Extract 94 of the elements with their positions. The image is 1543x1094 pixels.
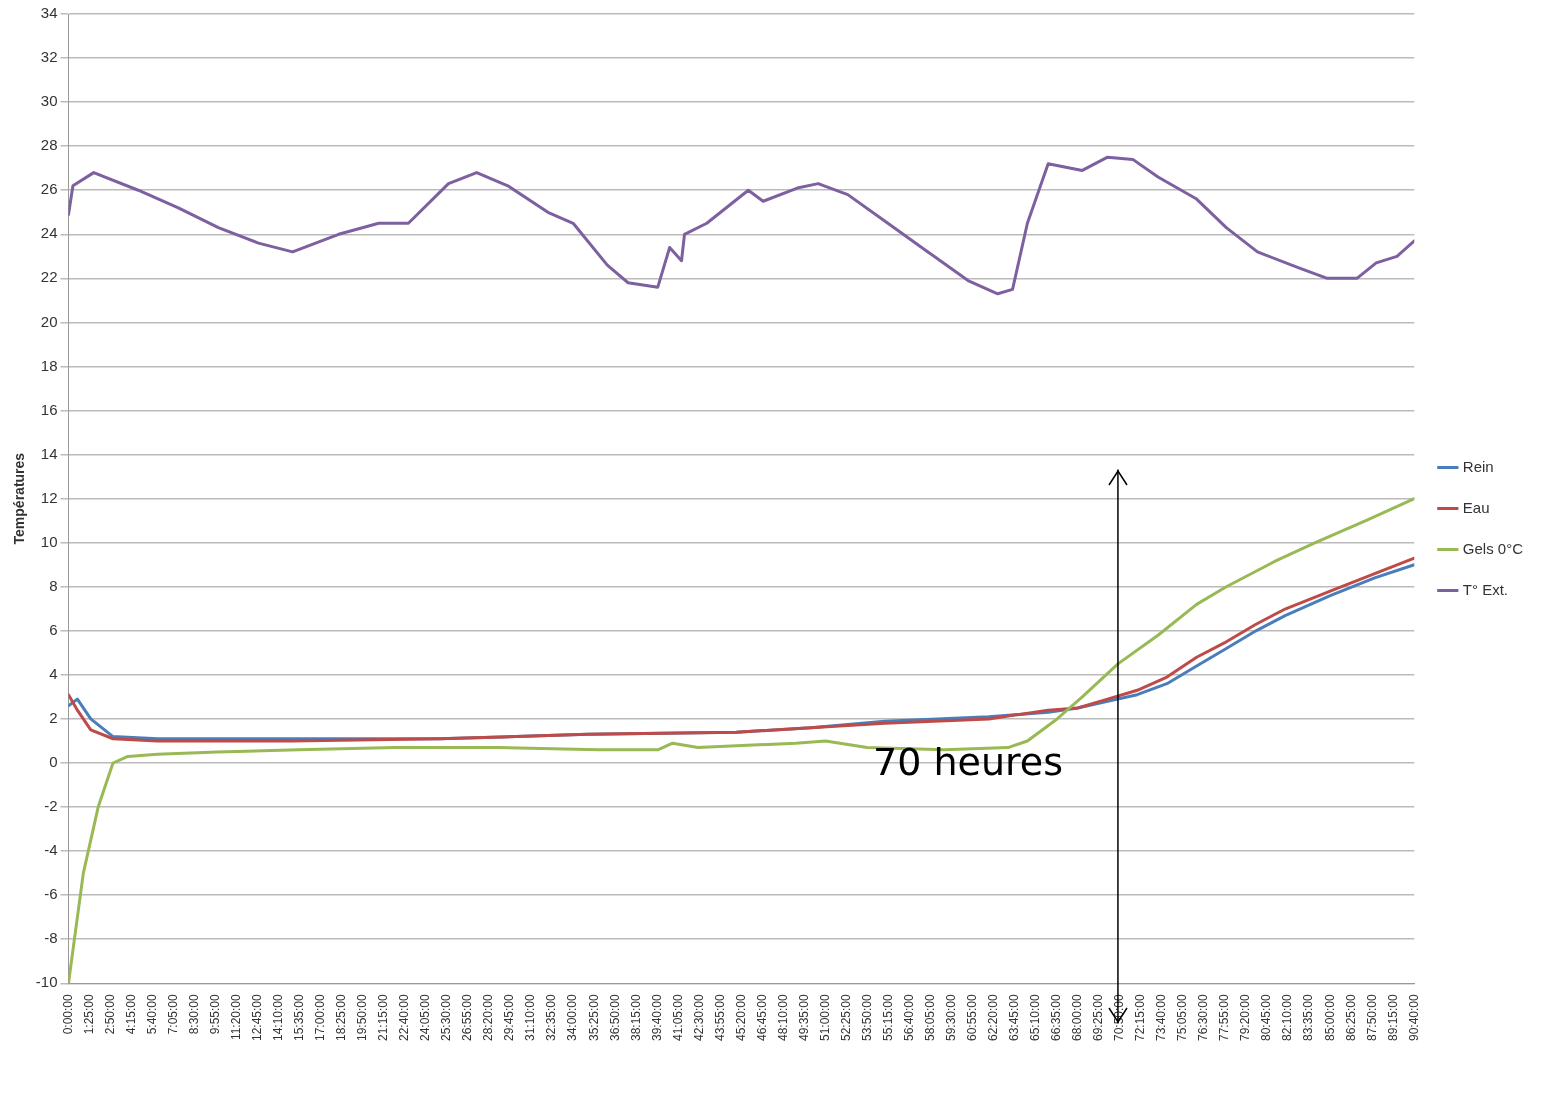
y-tick-label: 22 [40,268,58,286]
x-tick-label: 59:30:00 [944,993,958,1042]
x-tick-label: 36:50:00 [607,993,622,1042]
y-tick-label: 18 [40,356,58,374]
x-tick-label: 82:10:00 [1280,993,1295,1042]
x-tick-label: 45:20:00 [733,993,748,1042]
x-tick-label: 21:15:00 [376,993,391,1042]
x-tick-label: 89:15:00 [1385,993,1400,1042]
y-tick-label: -4 [44,841,58,859]
x-tick-label: 25:30:00 [439,993,454,1042]
x-tick-label: 62:20:00 [986,993,1001,1042]
y-tick-label: 34 [40,4,58,22]
y-tick-label: 8 [49,576,58,594]
y-tick-label: 32 [40,48,58,66]
x-tick-label: 70:50:00 [1112,993,1127,1042]
x-tick-label: 34:00:00 [565,993,580,1042]
x-tick-label: 80:45:00 [1259,993,1274,1042]
x-tick-label: 73:40:00 [1154,993,1169,1042]
ref-line-label: 70 heures [872,740,1063,785]
x-tick-label: 19:50:00 [355,993,370,1042]
x-tick-label: 38:15:00 [628,993,643,1042]
x-tick-label: 35:25:00 [586,993,601,1042]
x-tick-label: 28:20:00 [481,993,496,1042]
x-tick-label: 2:50:00 [102,993,117,1035]
x-tick-label: 0:00:00 [60,993,75,1035]
legend-label: Rein [1462,457,1494,475]
x-tick-label: 56:40:00 [901,993,916,1042]
y-tick-label: -10 [35,973,58,991]
x-tick-label: 7:05:00 [165,993,180,1035]
y-tick-label: 2 [49,709,58,727]
x-tick-label: 46:45:00 [754,993,769,1042]
x-tick-label: 60:55:00 [965,993,980,1042]
x-tick-label: 63:45:00 [1007,993,1022,1042]
x-tick-label: 65:10:00 [1028,993,1043,1042]
x-tick-label: 15:35:00 [292,993,307,1042]
x-tick-label: 5:40:00 [144,993,159,1035]
x-tick-label: 24:05:00 [418,993,433,1042]
x-tick-label: 87:50:00 [1364,993,1379,1042]
x-tick-label: 77:55:00 [1217,993,1232,1042]
y-axis-title: Températures [11,452,28,545]
y-tick-label: 28 [40,136,58,154]
x-tick-label: 85:00:00 [1322,993,1337,1042]
y-tick-label: 12 [40,488,58,506]
x-tick-label: 11:20:00 [229,993,244,1041]
x-tick-label: 48:10:00 [775,993,790,1042]
x-tick-label: 26:55:00 [460,993,475,1042]
legend-label: T° Ext. [1462,580,1508,598]
y-tick-label: 6 [49,620,58,638]
y-tick-label: -6 [44,885,58,903]
x-tick-label: 8:30:00 [186,993,201,1035]
y-tick-label: -8 [44,929,58,947]
y-tick-label: 26 [40,180,58,198]
x-tick-label: 12:45:00 [250,993,265,1042]
x-tick-label: 86:25:00 [1343,993,1358,1042]
y-tick-label: 4 [49,665,58,683]
x-tick-label: 68:00:00 [1070,993,1085,1042]
y-tick-label: 16 [40,400,58,418]
x-tick-label: 43:55:00 [712,993,727,1042]
x-tick-label: 17:00:00 [313,993,328,1042]
x-tick-label: 14:10:00 [271,993,286,1042]
x-tick-label: 39:40:00 [649,993,664,1042]
x-tick-label: 51:00:00 [817,993,832,1042]
x-tick-label: 9:55:00 [207,993,222,1035]
x-tick-label: 55:15:00 [880,993,895,1042]
x-tick-label: 32:35:00 [544,993,559,1042]
x-tick-label: 22:40:00 [397,993,412,1042]
x-tick-label: 58:05:00 [922,993,937,1042]
x-tick-label: 49:35:00 [796,993,811,1042]
x-tick-label: 41:05:00 [670,993,685,1042]
x-tick-label: 4:15:00 [123,993,138,1035]
x-tick-label: 31:10:00 [523,993,538,1042]
y-tick-label: 20 [40,312,58,330]
x-tick-label: 29:45:00 [502,993,517,1042]
y-tick-label: 14 [40,444,58,462]
x-tick-label: 53:50:00 [859,993,874,1042]
x-tick-label: 1:25:00 [81,993,96,1035]
legend-label: Eau [1462,498,1490,516]
x-tick-label: 42:30:00 [691,993,706,1042]
x-tick-label: 75:05:00 [1175,993,1190,1042]
x-tick-label: 66:35:00 [1049,993,1064,1042]
y-tick-label: 30 [40,92,58,110]
legend-label: Gels 0°C [1462,539,1524,557]
x-tick-label: 72:15:00 [1133,993,1148,1042]
x-tick-label: 79:20:00 [1238,993,1253,1042]
x-tick-label: 52:25:00 [838,993,853,1042]
x-tick-label: 18:25:00 [334,993,349,1042]
x-tick-label: 76:30:00 [1196,993,1211,1042]
x-tick-label: 83:35:00 [1301,993,1316,1042]
y-tick-label: 10 [40,532,58,550]
y-tick-label: -2 [44,797,58,815]
x-tick-label: 69:25:00 [1091,993,1106,1042]
y-tick-label: 24 [40,224,58,242]
y-tick-label: 0 [49,753,58,771]
x-tick-label: 90:40:00 [1406,993,1421,1042]
